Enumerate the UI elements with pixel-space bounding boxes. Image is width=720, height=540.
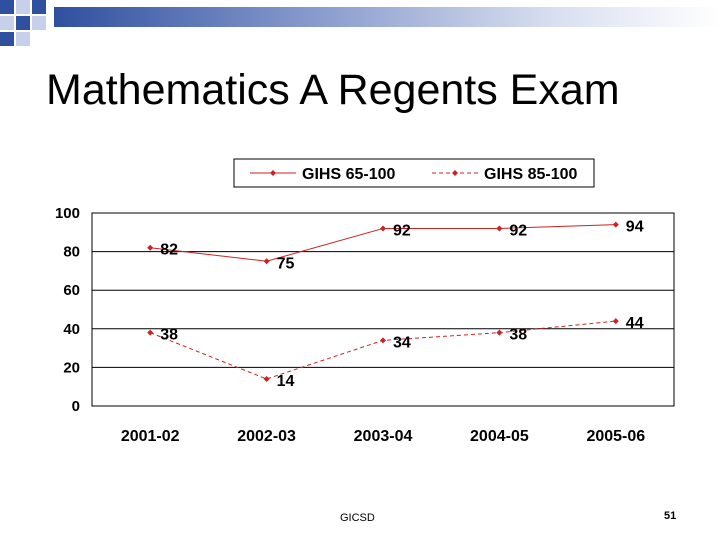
y-tick-label: 40 bbox=[63, 321, 80, 338]
x-tick-label: 2002-03 bbox=[237, 428, 296, 445]
legend-label: GIHS 85-100 bbox=[484, 166, 577, 183]
data-point bbox=[612, 221, 619, 228]
data-label: 38 bbox=[160, 327, 178, 344]
data-point bbox=[496, 225, 503, 232]
y-tick-label: 0 bbox=[72, 398, 80, 415]
data-label: 92 bbox=[393, 222, 411, 239]
data-point bbox=[496, 329, 503, 336]
x-tick-label: 2003-04 bbox=[354, 428, 413, 445]
series-line bbox=[150, 320, 616, 380]
data-label: 82 bbox=[160, 242, 178, 259]
header-decoration bbox=[0, 0, 720, 46]
data-label: 38 bbox=[509, 327, 527, 344]
y-tick-label: 80 bbox=[63, 244, 80, 261]
x-tick-label: 2001-02 bbox=[121, 428, 180, 445]
footer-text: GICSD bbox=[340, 512, 375, 524]
legend-label: GIHS 65-100 bbox=[302, 166, 395, 183]
data-label: 44 bbox=[626, 315, 644, 332]
slide-title: Mathematics A Regents Exam bbox=[46, 66, 620, 114]
line-chart: 0 20 40 60 80 100 2001-02 2002-03 2003-04 2004-05… bbox=[55, 158, 675, 445]
data-point bbox=[612, 318, 619, 325]
data-point bbox=[147, 244, 154, 251]
page-number: 51 bbox=[664, 510, 677, 522]
plot-area bbox=[91, 212, 675, 407]
data-point bbox=[380, 225, 386, 232]
x-tick-label: 2004-05 bbox=[470, 428, 529, 445]
data-point bbox=[263, 258, 270, 265]
data-point bbox=[263, 375, 270, 382]
data-point bbox=[380, 337, 386, 344]
y-tick-label: 60 bbox=[63, 282, 80, 299]
legend-marker bbox=[270, 170, 276, 176]
x-tick-label: 2005-06 bbox=[586, 428, 645, 445]
data-point bbox=[147, 329, 154, 336]
data-label: 94 bbox=[626, 219, 644, 236]
y-tick-label: 20 bbox=[63, 359, 80, 376]
legend-marker bbox=[452, 170, 458, 176]
data-label: 75 bbox=[277, 255, 295, 272]
data-label: 92 bbox=[509, 222, 527, 239]
data-label: 14 bbox=[277, 373, 295, 390]
data-label: 34 bbox=[393, 334, 411, 351]
y-tick-label: 100 bbox=[55, 205, 80, 222]
